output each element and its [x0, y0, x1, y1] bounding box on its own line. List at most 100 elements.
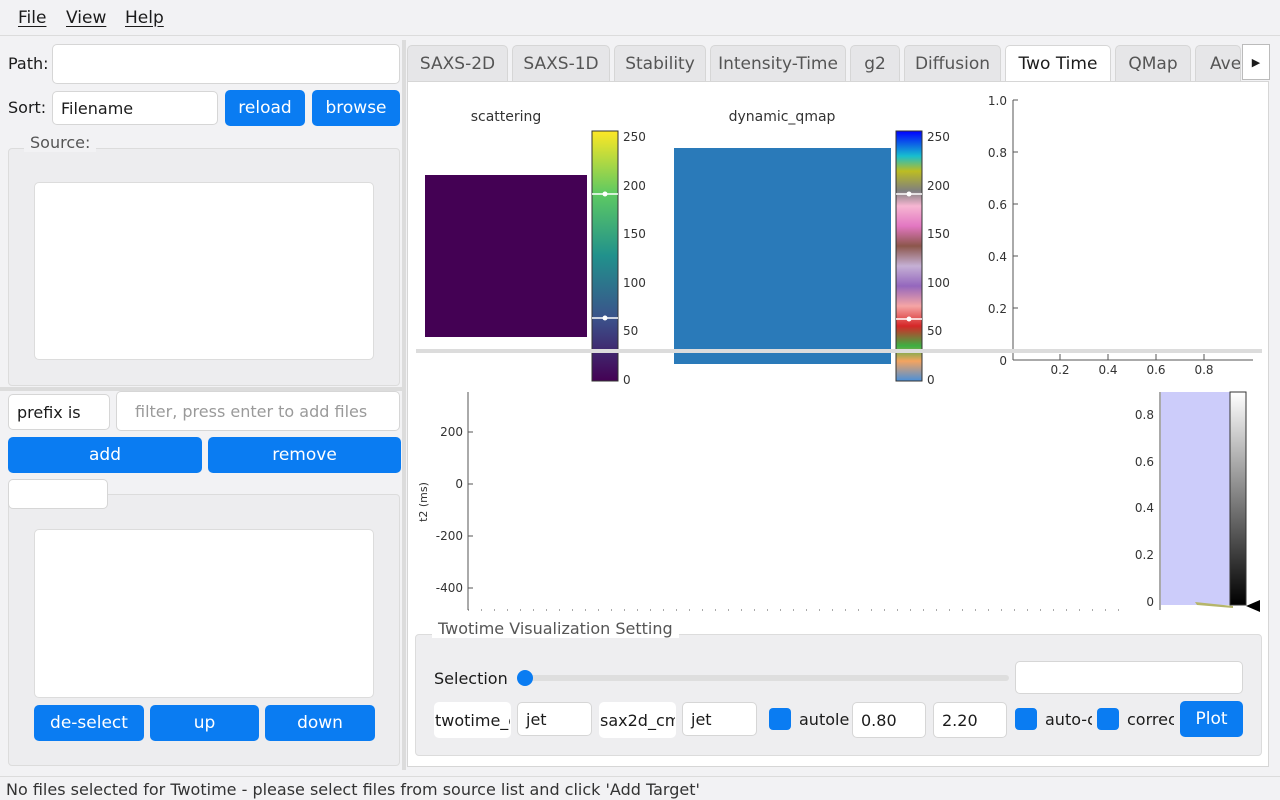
reload-button[interactable]: reload — [225, 90, 305, 126]
down-button[interactable]: down — [265, 705, 375, 741]
status-bar: No files selected for Twotime - please s… — [0, 776, 1280, 800]
tab-qmap[interactable]: QMap — [1115, 45, 1191, 81]
selection-slider-handle[interactable] — [517, 670, 533, 686]
twotime-settings-title: Twotime Visualization Setting — [432, 619, 679, 638]
qmap-cb-tick-50: 50 — [927, 324, 942, 338]
scattering-cb-tick-150: 150 — [623, 227, 646, 241]
right-y-tick-02: 0.2 — [988, 302, 1007, 316]
target-list[interactable] — [34, 529, 374, 698]
tab-two-time[interactable]: Two Time — [1005, 45, 1111, 82]
vmax-spinbox[interactable]: 2.20 — [933, 702, 1007, 738]
autolevel-label: autole — [799, 710, 850, 729]
sort-select[interactable]: Filename — [52, 91, 218, 125]
qmap-colorbar[interactable] — [895, 130, 923, 382]
scattering-colorbar[interactable] — [591, 130, 619, 382]
deselect-button[interactable]: de-select — [34, 705, 144, 741]
autocrop-label: auto-c — [1045, 710, 1092, 729]
side-plot-level-arrow-icon[interactable] — [1246, 600, 1260, 612]
tab-intensity-time[interactable]: Intensity-Time — [710, 45, 846, 81]
vmin-spinbox[interactable]: 0.80 — [852, 702, 926, 738]
autolevel-checkbox[interactable] — [769, 708, 791, 730]
twotime-y-tick-neg200: -200 — [436, 529, 463, 543]
scattering-handle-dot-high — [602, 191, 608, 197]
tab-saxs-1d[interactable]: SAXS-1D — [512, 45, 610, 81]
saxs2d-cmap-select[interactable]: jet — [682, 702, 757, 736]
side-y-tick-02: 0.2 — [1135, 548, 1154, 562]
tab-diffusion[interactable]: Diffusion — [904, 45, 1001, 81]
twotime-y-tick-200: 200 — [440, 425, 463, 439]
qmap-title: dynamic_qmap — [729, 109, 836, 125]
qmap-colorbar-ticks: 250 200 150 100 50 0 — [927, 130, 950, 387]
side-y-tick-06: 0.6 — [1135, 455, 1154, 469]
tab-scroll-right-icon[interactable]: ▶ — [1242, 44, 1270, 80]
twotime-y-tick-0: 0 — [455, 477, 463, 491]
qmap-cb-tick-150: 150 — [927, 227, 950, 241]
vertical-splitter[interactable] — [402, 40, 406, 770]
tab-g2[interactable]: g2 — [850, 45, 900, 81]
twotime-y-tick-marks — [468, 431, 473, 589]
twotime-y-ticks: 200 0 -200 -400 — [436, 425, 463, 595]
qmap-cb-tick-0: 0 — [927, 373, 935, 387]
scattering-cb-tick-200: 200 — [623, 179, 646, 193]
menu-view[interactable]: View — [66, 8, 107, 28]
right-y-tick-08: 0.8 — [988, 146, 1007, 160]
filter-mode-select[interactable]: prefix is — [8, 394, 110, 430]
menu-help[interactable]: Help — [125, 8, 164, 28]
target-label-field[interactable] — [8, 479, 108, 509]
up-button[interactable]: up — [150, 705, 259, 741]
plot-splitter[interactable] — [416, 349, 1262, 353]
status-text: No files selected for Twotime - please s… — [6, 780, 700, 799]
tab-saxs-2d[interactable]: SAXS-2D — [407, 45, 508, 81]
right-plot-tick-marks — [1013, 99, 1205, 360]
qmap-cb-tick-200: 200 — [927, 179, 950, 193]
add-button[interactable]: add — [8, 437, 202, 473]
correct-label: correc — [1127, 710, 1174, 729]
side-y-tick-0: 0 — [1146, 595, 1154, 609]
side-plot-region[interactable] — [1161, 392, 1230, 605]
autocrop-checkbox[interactable] — [1015, 708, 1037, 730]
selection-info-field[interactable] — [1015, 661, 1243, 694]
qmap-cb-tick-100: 100 — [927, 276, 950, 290]
saxs2d-cmap-label: sax2d_cm — [599, 702, 676, 738]
browse-button[interactable]: browse — [312, 90, 400, 126]
side-plot-grey-colorbar[interactable] — [1229, 391, 1247, 606]
correct-checkbox[interactable] — [1097, 708, 1119, 730]
right-y-tick-06: 0.6 — [988, 198, 1007, 212]
path-input[interactable] — [52, 44, 400, 84]
right-y-tick-04: 0.4 — [988, 250, 1007, 264]
tab-stability[interactable]: Stability — [614, 45, 706, 81]
qmap-handle-dot-high — [906, 191, 912, 197]
remove-button[interactable]: remove — [208, 437, 401, 473]
menu-bar: File View Help — [0, 0, 1280, 36]
sort-label: Sort: — [8, 98, 47, 117]
menu-file[interactable]: File — [18, 8, 47, 28]
scattering-cb-tick-250: 250 — [623, 130, 646, 144]
right-x-tick-04: 0.4 — [1098, 363, 1117, 377]
side-y-tick-04: 0.4 — [1135, 501, 1154, 515]
right-x-tick-06: 0.6 — [1146, 363, 1165, 377]
scattering-handle-dot-low — [602, 315, 608, 321]
twotime-settings-group — [415, 634, 1262, 756]
right-y-tick-1: 1.0 — [988, 94, 1007, 108]
filter-input[interactable]: filter, press enter to add files — [116, 391, 400, 431]
scattering-image[interactable] — [425, 175, 587, 337]
tab-average[interactable]: Aver — [1195, 45, 1241, 81]
twotime-cmap-select[interactable]: jet — [517, 702, 592, 736]
selection-slider-track[interactable] — [522, 675, 1009, 681]
right-y-tick-0: 0 — [999, 354, 1007, 368]
source-label: Source: — [24, 133, 97, 152]
scattering-cb-tick-0: 0 — [623, 373, 631, 387]
selection-label: Selection — [434, 669, 508, 688]
source-list[interactable] — [34, 182, 374, 360]
scattering-cb-tick-100: 100 — [623, 276, 646, 290]
qmap-handle-dot-low — [906, 316, 912, 322]
scattering-colorbar-ticks: 250 200 150 100 50 0 — [623, 130, 646, 387]
path-label: Path: — [8, 54, 49, 73]
qmap-image[interactable] — [674, 148, 891, 364]
splitter[interactable] — [0, 387, 404, 391]
scattering-cb-tick-50: 50 — [623, 324, 638, 338]
plot-button[interactable]: Plot — [1180, 701, 1243, 737]
twotime-cmap-label: twotime_c — [434, 702, 511, 738]
side-y-tick-08: 0.8 — [1135, 408, 1154, 422]
qmap-cb-tick-250: 250 — [927, 130, 950, 144]
